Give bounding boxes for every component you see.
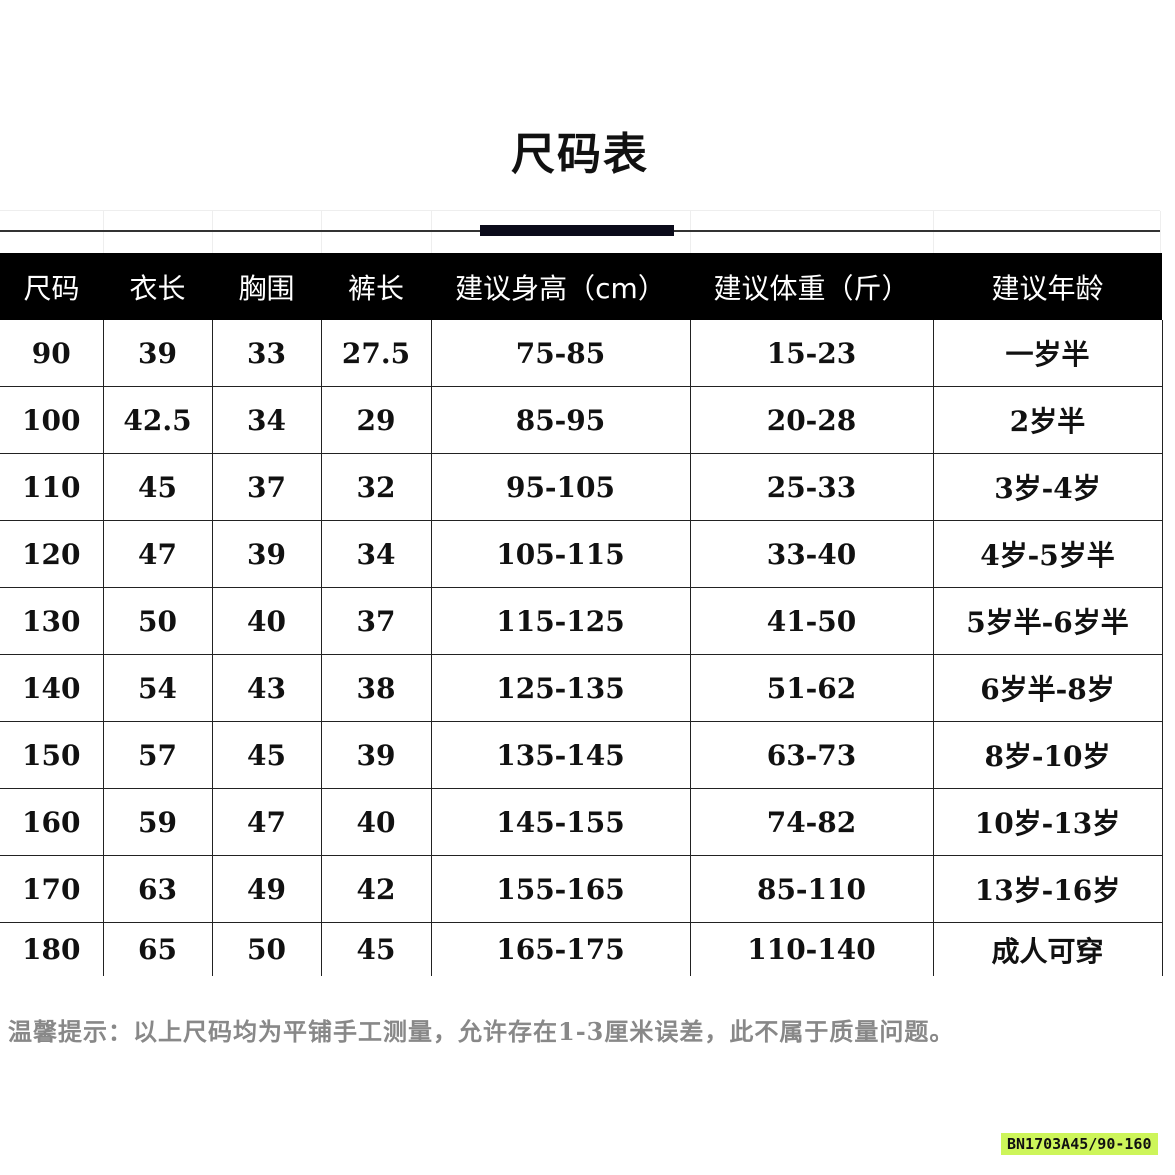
table-cell: 20-28	[689, 386, 934, 454]
table-cell: 成人可穿	[932, 922, 1163, 976]
table-cell: 170	[0, 855, 104, 923]
table-row: 110 45 37 32 95-105 25-33 3岁-4岁	[0, 453, 1163, 521]
table-cell: 120	[0, 520, 104, 588]
table-cell: 45	[102, 453, 213, 521]
table-cell: 33-40	[689, 520, 934, 588]
table-cell: 110	[0, 453, 104, 521]
table-cell: 130	[0, 587, 104, 655]
table-cell: 57	[102, 721, 213, 789]
table-cell: 8岁-10岁	[932, 721, 1163, 789]
table-cell: 4岁-5岁半	[932, 520, 1163, 588]
size-table: 尺码 衣长 胸围 裤长 建议身高（cm） 建议体重（斤） 建议年龄 90 39 33 27.5 75…	[0, 253, 1163, 976]
table-cell: 40	[320, 788, 432, 856]
table-cell: 49	[211, 855, 322, 923]
table-cell: 155-165	[430, 855, 691, 923]
header-row: 尺码 衣长 胸围 裤长 建议身高（cm） 建议体重（斤） 建议年龄	[0, 253, 1162, 320]
table-cell: 42.5	[102, 386, 213, 454]
table-cell: 50	[102, 587, 213, 655]
table-cell: 75-85	[430, 320, 691, 387]
table-cell: 115-125	[430, 587, 691, 655]
table-row: 140 54 43 38 125-135 51-62 6岁半-8岁	[0, 654, 1163, 722]
table-cell: 50	[211, 922, 322, 976]
table-row: 120 47 39 34 105-115 33-40 4岁-5岁半	[0, 520, 1163, 588]
table-cell: 3岁-4岁	[932, 453, 1163, 521]
table-row: 160 59 47 40 145-155 74-82 10岁-13岁	[0, 788, 1163, 856]
table-cell: 135-145	[430, 721, 691, 789]
table-cell: 39	[211, 520, 322, 588]
table-row: 180 65 50 45 165-175 110-140 成人可穿	[0, 922, 1163, 976]
table-cell: 140	[0, 654, 104, 722]
table-cell: 125-135	[430, 654, 691, 722]
table-cell: 37	[211, 453, 322, 521]
table-cell: 38	[320, 654, 432, 722]
table-cell: 29	[320, 386, 432, 454]
table-cell: 40	[211, 587, 322, 655]
table-row: 150 57 45 39 135-145 63-73 8岁-10岁	[0, 721, 1163, 789]
decorative-grid	[0, 210, 1161, 253]
table-cell: 63-73	[689, 721, 934, 789]
table-cell: 2岁半	[932, 386, 1163, 454]
table-cell: 180	[0, 922, 104, 976]
column-header: 建议身高（cm）	[431, 253, 690, 320]
table-cell: 145-155	[430, 788, 691, 856]
table-cell: 33	[211, 320, 322, 387]
table-cell: 47	[102, 520, 213, 588]
table-cell: 25-33	[689, 453, 934, 521]
table-cell: 41-50	[689, 587, 934, 655]
table-cell: 5岁半-6岁半	[932, 587, 1163, 655]
table-cell: 39	[102, 320, 213, 387]
column-header: 衣长	[103, 253, 212, 320]
table-cell: 45	[320, 922, 432, 976]
table-cell: 45	[211, 721, 322, 789]
table-cell: 105-115	[430, 520, 691, 588]
table-cell: 37	[320, 587, 432, 655]
table-cell: 47	[211, 788, 322, 856]
table-cell: 54	[102, 654, 213, 722]
table-cell: 165-175	[430, 922, 691, 976]
table-cell: 150	[0, 721, 104, 789]
table-cell: 13岁-16岁	[932, 855, 1163, 923]
table-row: 100 42.5 34 29 85-95 20-28 2岁半	[0, 386, 1163, 454]
table-cell: 85-95	[430, 386, 691, 454]
table-cell: 34	[211, 386, 322, 454]
table-cell: 15-23	[689, 320, 934, 387]
table-cell: 100	[0, 386, 104, 454]
table-cell: 63	[102, 855, 213, 923]
column-header: 胸围	[212, 253, 321, 320]
table-row: 130 50 40 37 115-125 41-50 5岁半-6岁半	[0, 587, 1163, 655]
table-cell: 51-62	[689, 654, 934, 722]
table-cell: 42	[320, 855, 432, 923]
table-cell: 59	[102, 788, 213, 856]
table-cell: 85-110	[689, 855, 934, 923]
table-cell: 95-105	[430, 453, 691, 521]
column-header: 裤长	[321, 253, 431, 320]
table-cell: 110-140	[689, 922, 934, 976]
product-code-label: BN1703A45/90-160	[1001, 1133, 1158, 1155]
table-cell: 34	[320, 520, 432, 588]
table-row: 90 39 33 27.5 75-85 15-23 一岁半	[0, 320, 1163, 387]
table-row: 170 63 49 42 155-165 85-110 13岁-16岁	[0, 855, 1163, 923]
footnote: 温馨提示：以上尺码均为平铺手工测量，允许存在1-3厘米误差，此不属于质量问题。	[8, 1017, 955, 1046]
table-cell: 6岁半-8岁	[932, 654, 1163, 722]
table-cell: 74-82	[689, 788, 934, 856]
page-title: 尺码表	[511, 129, 649, 180]
table-cell: 27.5	[320, 320, 432, 387]
table-cell: 10岁-13岁	[932, 788, 1163, 856]
table-cell: 43	[211, 654, 322, 722]
table-cell: 32	[320, 453, 432, 521]
table-cell: 90	[0, 320, 104, 387]
table-cell: 65	[102, 922, 213, 976]
table-cell: 160	[0, 788, 104, 856]
table-cell: 一岁半	[932, 320, 1163, 387]
table-cell: 39	[320, 721, 432, 789]
column-header: 建议年龄	[933, 253, 1162, 320]
column-header: 建议体重（斤）	[690, 253, 933, 320]
column-header: 尺码	[0, 253, 103, 320]
divider-accent-bar	[480, 225, 674, 236]
